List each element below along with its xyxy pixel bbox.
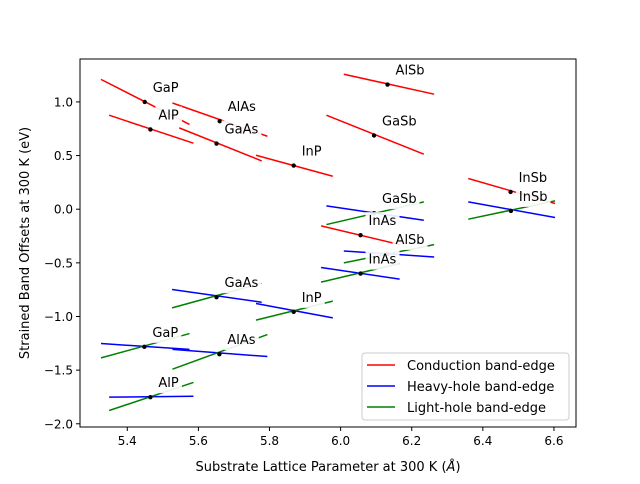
svg-text:InAs: InAs	[369, 214, 397, 229]
legend: Conduction band-edge Heavy-hole band-edge…	[361, 352, 570, 421]
conduction-point-GaP	[142, 99, 147, 105]
x-tick-label: 5.4	[118, 434, 137, 448]
conduction-point-InAs	[358, 232, 363, 238]
svg-text:InP: InP	[302, 145, 322, 160]
conduction-label-InSb: InSb	[515, 168, 551, 188]
y-tick-label: −2.0	[44, 417, 73, 431]
legend-box	[361, 352, 570, 421]
valence-label-GaP: GaP	[149, 323, 182, 343]
y-tick-label: 1.0	[54, 95, 73, 109]
x-tick-label: 6.6	[544, 434, 563, 448]
conduction-label-GaAs: GaAs	[221, 120, 262, 140]
conduction-point-InSb	[508, 189, 513, 195]
conduction-line-GaAs	[178, 127, 262, 162]
conduction-label-InAs: InAs	[365, 212, 400, 232]
svg-text:GaAs: GaAs	[225, 276, 259, 291]
x-tick-label: 5.6	[189, 434, 208, 448]
svg-text:AlSb: AlSb	[396, 233, 425, 248]
svg-text:AlSb: AlSb	[396, 64, 425, 79]
valence-point-GaAs	[214, 294, 219, 300]
conduction-label-AlSb: AlSb	[392, 61, 428, 81]
valence-point-AlP	[148, 394, 153, 400]
conduction-point-InP	[291, 163, 296, 168]
valence-label-AlAs: AlAs	[224, 331, 259, 351]
valence-label-InAs: InAs	[365, 250, 400, 270]
valence-label-AlSb: AlSb	[392, 230, 428, 250]
x-tick-label: 6.4	[473, 434, 492, 448]
valence-point-GaP	[142, 344, 147, 350]
valence-point-InP	[291, 309, 296, 315]
y-tick-label: −0.5	[44, 256, 73, 270]
conduction-label-AlAs: AlAs	[224, 98, 260, 118]
conduction-label-GaP: GaP	[149, 78, 182, 98]
legend-entry-conduction: Conduction band-edge	[367, 359, 555, 374]
svg-text:InAs: InAs	[369, 253, 397, 268]
valence-point-InSb	[508, 208, 514, 214]
conduction-label-InP: InP	[298, 142, 325, 162]
svg-text:InP: InP	[302, 291, 322, 306]
legend-entry-heavy_hole: Heavy-hole band-edge	[367, 380, 554, 395]
y-tick-label: −1.5	[44, 364, 73, 378]
svg-text:AlAs: AlAs	[228, 100, 256, 115]
svg-text:AlAs: AlAs	[227, 333, 255, 348]
svg-text:GaSb: GaSb	[382, 114, 417, 129]
conduction-point-AlP	[148, 127, 153, 132]
x-axis-label: Substrate Lattice Parameter at 300 K (Å)	[195, 459, 460, 475]
plot-frame	[79, 58, 577, 428]
svg-text:GaP: GaP	[153, 81, 179, 96]
material-labels: GaP AlP AlAs GaAs InP AlSb GaSb InSb InAs GaP AlP A…	[149, 61, 551, 394]
y-tick-label: 0.5	[54, 149, 73, 163]
conduction-label-AlP: AlP	[155, 106, 182, 126]
x-tick-label: 6.2	[402, 434, 421, 448]
svg-text:AlP: AlP	[158, 376, 179, 391]
legend-label: Conduction band-edge	[407, 359, 555, 374]
svg-text:GaSb: GaSb	[382, 192, 417, 207]
valence-label-InSb: InSb	[515, 187, 551, 207]
conduction-point-GaSb	[371, 133, 377, 138]
conduction-label-GaSb: GaSb	[379, 112, 420, 132]
legend-label: Heavy-hole band-edge	[407, 380, 554, 395]
svg-text:GaP: GaP	[152, 326, 178, 341]
conduction-point-AlAs	[217, 119, 222, 124]
x-tick-label: 6.0	[331, 434, 350, 448]
x-tick-label: 5.8	[260, 434, 279, 448]
svg-text:InSb: InSb	[519, 190, 548, 205]
legend-label: Light-hole band-edge	[407, 401, 546, 416]
valence-label-InP: InP	[298, 288, 325, 308]
conduction-point-AlSb	[385, 82, 390, 87]
axis-ticks: 5.4 5.6 5.8 6.0 6.2 6.4 6.6 −2.0 −1.5 −1.0 −0.5 0.0…	[44, 95, 564, 448]
svg-text:GaAs: GaAs	[225, 123, 259, 138]
valence-label-AlP: AlP	[155, 374, 182, 394]
y-tick-label: 0.0	[54, 203, 73, 217]
valence-point-AlAs	[217, 351, 222, 357]
valence-label-GaAs: GaAs	[221, 274, 262, 294]
y-axis-label: Strained Band Offsets at 300 K (eV)	[18, 127, 33, 359]
valence-point-InAs	[358, 271, 363, 276]
legend-entry-light_hole: Light-hole band-edge	[367, 401, 546, 416]
svg-text:InSb: InSb	[519, 171, 548, 186]
valence-label-GaSb: GaSb	[379, 190, 420, 210]
y-tick-label: −1.0	[44, 310, 73, 324]
svg-text:AlP: AlP	[158, 108, 179, 123]
conduction-point-GaAs	[214, 141, 219, 146]
